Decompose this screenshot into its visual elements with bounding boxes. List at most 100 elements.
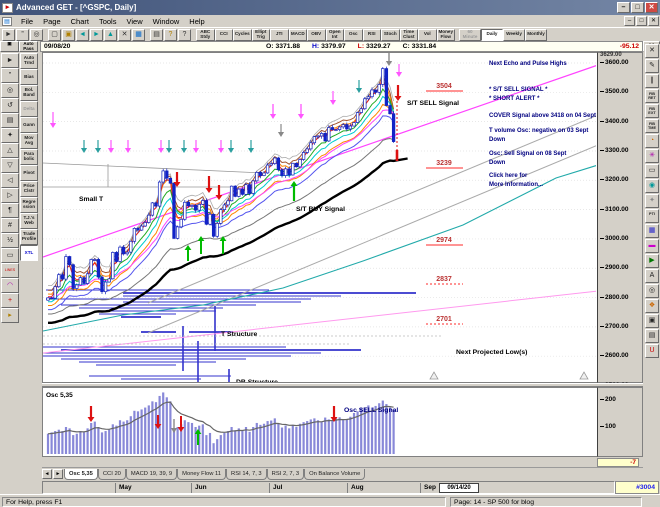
gann-fan-icon[interactable]: ✳ <box>645 149 659 163</box>
left-study-pivot[interactable]: Pivot <box>20 165 38 181</box>
reset-icon[interactable]: ↺ <box>1 98 19 113</box>
eraser-icon[interactable]: ✦ <box>645 194 659 208</box>
frame-icon[interactable]: ▣ <box>645 314 659 328</box>
timeframe-60[interactable]: 60 Minute <box>459 28 481 41</box>
tabs-scroll-right[interactable]: ► <box>53 469 63 479</box>
forward-button[interactable]: ► <box>90 28 103 41</box>
quote-tool[interactable]: ” <box>16 28 29 41</box>
minimize-button[interactable]: – <box>617 2 630 13</box>
scroll-right-icon[interactable]: ▷ <box>1 188 19 203</box>
left-study-auto[interactable]: Auto Trnd <box>20 53 38 69</box>
open-chart-button[interactable]: ▣ <box>0 41 19 52</box>
half-icon[interactable]: ½ <box>1 233 19 248</box>
back-button[interactable]: ◄ <box>76 28 89 41</box>
study-button-cycles[interactable]: Cycles <box>233 28 252 41</box>
magnify-icon[interactable]: ◎ <box>645 284 659 298</box>
oscillator-panel[interactable]: Osc 5,35 Osc SELL Signal <box>42 387 597 457</box>
new-chart-button[interactable]: ▢ <box>48 28 61 41</box>
study-button-open[interactable]: Open Int <box>325 28 344 41</box>
pointer-icon[interactable]: ► <box>1 53 19 68</box>
study-button-money[interactable]: Money Flow <box>436 28 455 41</box>
fib-extension-icon[interactable]: FIB EXT <box>645 104 659 118</box>
lines-icon[interactable]: LINES <box>1 263 19 278</box>
undo-icon[interactable]: U <box>645 344 659 358</box>
zoom-tool[interactable]: ◎ <box>30 28 43 41</box>
colors-icon[interactable]: ❖ <box>645 299 659 313</box>
tab-rsi-2-7-3[interactable]: RSI 2, 7, 3 <box>266 469 305 480</box>
copy-icon[interactable]: ▤ <box>645 329 659 343</box>
study-button-vol[interactable]: Vol <box>418 28 437 41</box>
bar-count-icon[interactable]: # <box>1 218 19 233</box>
elliott-icon[interactable]: ✦ <box>1 128 19 143</box>
scroll-up-icon[interactable]: △ <box>1 143 19 158</box>
close-button[interactable]: ✕ <box>645 2 658 13</box>
pointer-tool[interactable]: ► <box>2 28 15 41</box>
left-study-mov[interactable]: Mov Avg <box>20 133 38 149</box>
folder-icon[interactable]: ▸ <box>1 308 19 323</box>
cross-icon[interactable]: + <box>1 293 19 308</box>
menu-page[interactable]: Page <box>43 16 61 26</box>
left-study-trade[interactable]: Trade Profile <box>20 229 38 245</box>
trend-channel-icon[interactable]: ∥ <box>645 74 659 88</box>
left-study-bias[interactable]: Bias <box>20 69 38 85</box>
left-study-gann[interactable]: Gann <box>20 117 38 133</box>
ellipse-icon[interactable]: ◔ <box>645 134 659 148</box>
menu-view[interactable]: View <box>126 16 143 26</box>
scroll-left-icon[interactable]: ◁ <box>1 173 19 188</box>
scroll-down-icon[interactable]: ▽ <box>1 158 19 173</box>
quotes-icon[interactable]: ” <box>1 68 19 83</box>
timeframe-weekly[interactable]: Weekly <box>503 28 525 41</box>
study-button-time[interactable]: Time Clust <box>399 28 418 41</box>
panel-splitter[interactable] <box>42 383 643 387</box>
tab-on-balance-volume[interactable]: On Balance Volume <box>304 469 366 480</box>
pilcrow-icon[interactable]: ¶ <box>1 203 19 218</box>
auto-pass-button[interactable]: Auto Pass <box>19 41 38 52</box>
study-button-jti[interactable]: JTI <box>270 28 289 41</box>
left-study-regre[interactable]: Regre ssion <box>20 197 38 213</box>
tab-cci-20[interactable]: CCI 20 <box>97 469 126 480</box>
tab-money-flow-11[interactable]: Money Flow 11 <box>177 469 227 480</box>
mdi-restore-button[interactable]: □ <box>636 16 647 26</box>
print-button[interactable]: ▤ <box>150 28 163 41</box>
rectangle-icon[interactable]: ▭ <box>645 164 659 178</box>
timeframe-daily[interactable]: Daily <box>481 28 503 41</box>
left-study-price[interactable]: Price Clstr <box>20 181 38 197</box>
study-button-obv[interactable]: OBV <box>307 28 326 41</box>
main-chart-svg[interactable]: 3504 3239 2974 2837 2701 Small T S/T SELL Sign… <box>43 53 596 382</box>
left-study-delta[interactable]: Delta <box>20 101 38 117</box>
menu-help[interactable]: Help <box>189 16 205 26</box>
left-study-para[interactable]: Para bolic <box>20 149 38 165</box>
mdi-close-button[interactable]: ✕ <box>648 16 659 26</box>
study-button-rsi[interactable]: RSI <box>362 28 381 41</box>
left-study-xtl[interactable]: XTL <box>20 245 38 261</box>
study-button-abc[interactable]: ABC Stdy <box>196 28 215 41</box>
tab-osc-5-35[interactable]: Osc 5,35 <box>64 469 98 480</box>
about-button[interactable]: ? <box>164 28 177 41</box>
fib-retrace-icon[interactable]: FIB RET <box>645 89 659 103</box>
help-pointer-button[interactable]: ? <box>178 28 191 41</box>
mdi-minimize-button[interactable]: – <box>624 16 635 26</box>
study-button-osc[interactable]: Osc <box>344 28 363 41</box>
main-chart[interactable]: 3504 3239 2974 2837 2701 Small T S/T SELL Sign… <box>42 52 597 383</box>
flag-icon[interactable]: ▶ <box>645 254 659 268</box>
study-button-stoch[interactable]: Stoch <box>381 28 400 41</box>
pti-icon[interactable]: PTI <box>645 209 659 223</box>
chart-document-icon[interactable]: ▤ <box>2 16 12 26</box>
chart-type-button[interactable]: ▦ <box>132 28 145 41</box>
mob-icon[interactable]: ◉ <box>645 179 659 193</box>
close-icon[interactable]: ✕ <box>645 44 659 58</box>
menu-window[interactable]: Window <box>152 16 180 26</box>
maximize-button[interactable]: □ <box>631 2 644 13</box>
study-button-cci[interactable]: CCI <box>214 28 233 41</box>
oscillator-svg[interactable]: Osc 5,35 Osc SELL Signal <box>43 388 596 456</box>
open-chart-button[interactable]: ▣ <box>62 28 75 41</box>
menu-file[interactable]: File <box>21 16 34 26</box>
left-study-bol[interactable]: Bol. Band <box>20 85 38 101</box>
zoom-icon[interactable]: ◎ <box>1 83 19 98</box>
tabs-scroll-left[interactable]: ◄ <box>42 469 52 479</box>
box-icon[interactable]: ▭ <box>1 248 19 263</box>
menu-chart[interactable]: Chart <box>70 16 89 26</box>
profile-icon[interactable]: ▬ <box>645 239 659 253</box>
text-icon[interactable]: A <box>645 269 659 283</box>
delete-button[interactable]: ✕ <box>118 28 131 41</box>
